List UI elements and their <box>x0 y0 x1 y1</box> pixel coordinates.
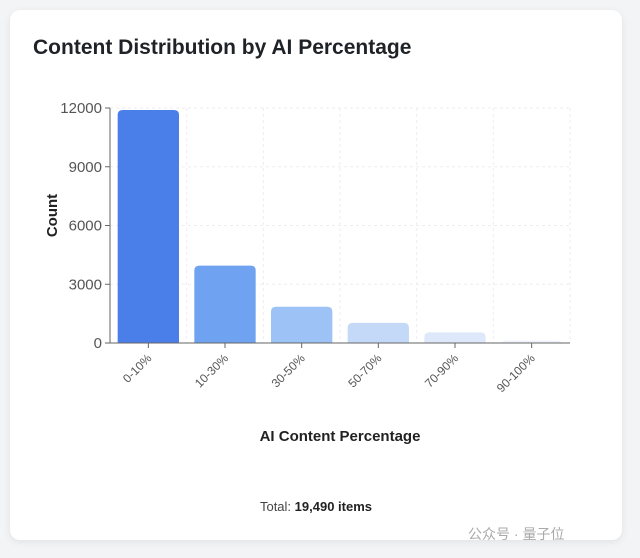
watermark: 公众号 · 量子位 <box>468 526 565 542</box>
chart-card: Content Distribution by AI Percentage 0 3… <box>10 10 622 540</box>
total-label: Total: <box>259 499 292 514</box>
x-tick-label: 70-90% <box>422 351 461 390</box>
bar-chart: 0 3000 6000 9000 12000 0-10% 10-30% 30-50% 50-70… <box>44 100 571 445</box>
y-tick-label: 6000 <box>69 218 102 235</box>
bar <box>501 340 563 346</box>
total-value: 19,490 items <box>294 499 373 514</box>
chart-title: Content Distribution by AI Percentage <box>33 36 412 59</box>
bar <box>194 265 256 343</box>
x-tick-label: 10-30% <box>192 351 231 390</box>
total-summary: Total: 19,490 items <box>10 499 622 514</box>
y-axis-label: Count <box>44 194 61 237</box>
y-tick-label: 3000 <box>69 276 102 293</box>
x-tick-label: 30-50% <box>269 351 308 390</box>
bar <box>347 322 409 343</box>
bar <box>117 109 179 343</box>
x-tick-label: 50-70% <box>345 351 384 390</box>
x-tick-label: 90-100% <box>494 351 538 395</box>
bar <box>424 332 486 343</box>
x-axis-label: AI Content Percentage <box>260 428 421 445</box>
y-tick-label: 12000 <box>60 100 102 117</box>
y-tick-label: 0 <box>94 335 102 352</box>
x-tick-label: 0-10% <box>120 351 155 386</box>
bar <box>271 306 333 343</box>
y-tick-label: 9000 <box>69 159 102 176</box>
